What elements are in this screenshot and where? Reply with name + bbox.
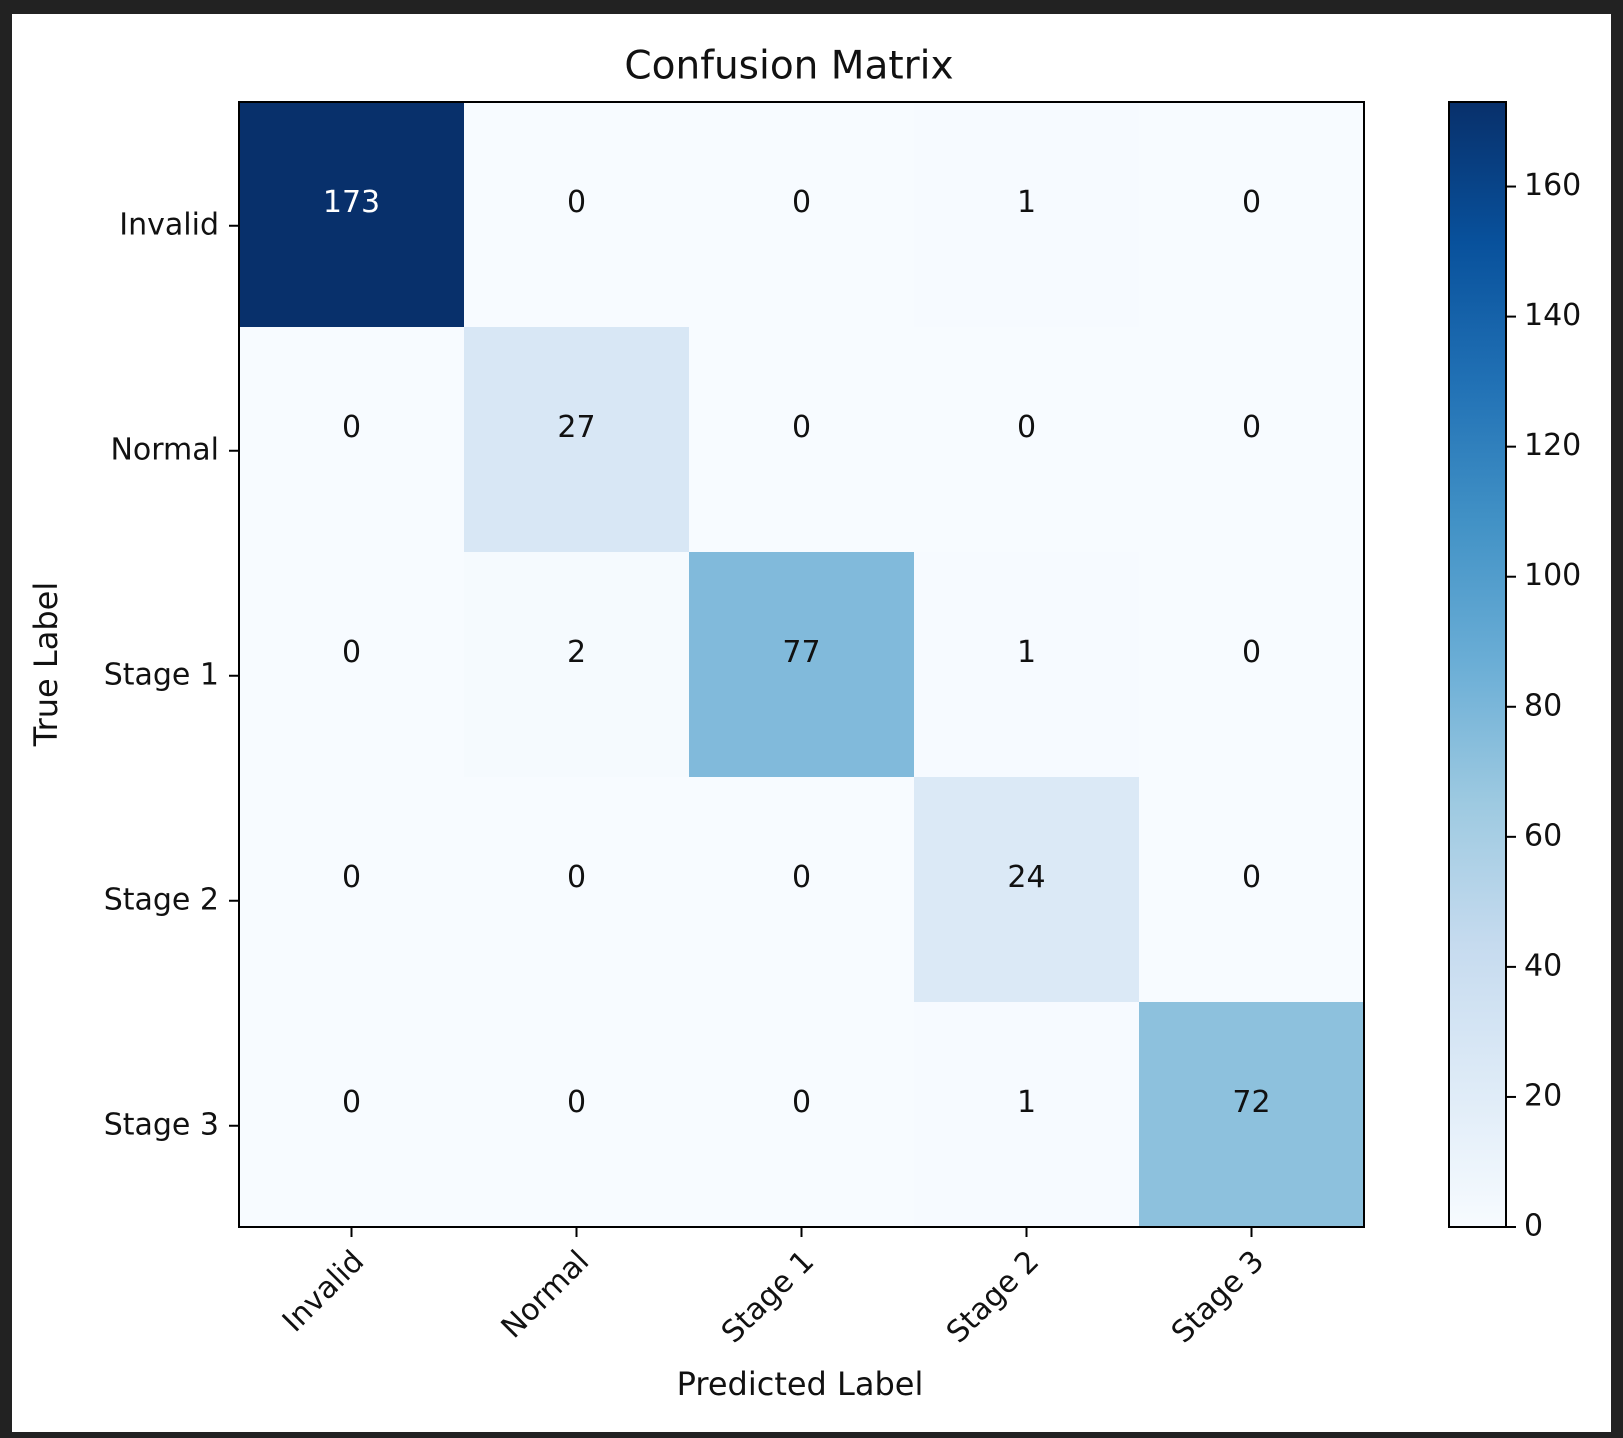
heatmap-cell [914, 552, 1140, 778]
colorbar-tick-label: 120 [1524, 428, 1581, 463]
cell-value-label: 0 [342, 1085, 361, 1120]
heatmap-cell [239, 102, 465, 328]
heatmap-cell [914, 327, 1140, 553]
x-axis-label: Predicted Label [677, 1365, 924, 1403]
cell-value-label: 0 [1242, 185, 1261, 220]
heatmap-cell [1139, 102, 1365, 328]
cell-value-label: 0 [342, 860, 361, 895]
colorbar-tick-label: 160 [1524, 168, 1581, 203]
heatmap-cell [1139, 327, 1365, 553]
cell-value-label: 0 [1242, 410, 1261, 445]
heatmap-cell [1139, 777, 1365, 1003]
x-axis-ticks: Invalid Normal Stage 1 Stage 2 Stage 3 [276, 1227, 1271, 1350]
confusion-matrix-chart: Confusion Matrix 173 0 0 1 00 27 0 0 00 2 77 1 00 0 0 2… [27, 44, 1581, 1404]
heatmap-cell [1139, 1002, 1365, 1228]
cell-value-label: 0 [567, 1085, 586, 1120]
cell-value-label: 27 [557, 410, 595, 445]
cell-value-label: 0 [1017, 410, 1036, 445]
colorbar-tick-label: 40 [1524, 948, 1562, 983]
y-tick-label: Stage 1 [104, 657, 219, 692]
cell-value-label: 0 [342, 410, 361, 445]
heatmap-cell [914, 1002, 1140, 1228]
heatmap-cell [239, 327, 465, 553]
heatmap-cells: 173 0 0 1 0 0 27 0 0 0 0 2 77 1 0 0 0 0 24 0 0 0 0 1 72 [239, 102, 1365, 1228]
cell-value-label: 1 [1017, 1085, 1036, 1120]
cell-value-label: 2 [567, 635, 586, 670]
cell-value-label: 0 [792, 410, 811, 445]
cell-value-label: 77 [782, 635, 820, 670]
heatmap-cell [689, 102, 915, 328]
heatmap-cell [689, 777, 915, 1003]
heatmap-cell [689, 1002, 915, 1228]
x-tick-label: Stage 2 [940, 1244, 1046, 1350]
x-tick-label: Normal [495, 1244, 597, 1346]
heatmap-cell [689, 552, 915, 778]
x-tick-label: Invalid [276, 1244, 371, 1339]
heatmap-cell [239, 1002, 465, 1228]
cell-value-label: 0 [792, 1085, 811, 1120]
heatmap-cell [1139, 552, 1365, 778]
y-tick-label: Stage 3 [104, 1107, 219, 1142]
cell-value-label: 0 [1242, 860, 1261, 895]
heatmap-cell [464, 777, 690, 1003]
y-tick-label: Stage 2 [104, 882, 219, 917]
cell-value-label: 0 [342, 635, 361, 670]
cell-value-label: 0 [567, 860, 586, 895]
y-tick-label: Invalid [119, 207, 219, 242]
colorbar-tick-label: 100 [1524, 558, 1581, 593]
y-axis-label: True Label [27, 582, 65, 747]
x-tick-label: Stage 1 [715, 1244, 821, 1350]
heatmap-cell [239, 777, 465, 1003]
cell-value-label: 0 [792, 185, 811, 220]
heatmap-cell [914, 777, 1140, 1003]
chart-title: Confusion Matrix [624, 44, 953, 89]
y-axis-ticks: Invalid Normal Stage 1 Stage 2 Stage 3 [104, 207, 239, 1142]
heatmap-cell [464, 327, 690, 553]
colorbar-ticks: 0 20 40 60 80 100 120 140 160 [1506, 168, 1581, 1244]
heatmap-cell [464, 552, 690, 778]
colorbar-tick-label: 80 [1524, 688, 1562, 723]
heatmap-cell [464, 1002, 690, 1228]
heatmap-cell [239, 552, 465, 778]
colorbar-tick-label: 60 [1524, 818, 1562, 853]
figure-frame: Confusion Matrix 173 0 0 1 0 0 27 0 0 0 0 2 77 1 0 0 0 0 2… [12, 14, 1611, 1432]
heatmap-cell [464, 102, 690, 328]
colorbar-tick-label: 0 [1524, 1209, 1543, 1244]
cell-value-label: 24 [1007, 860, 1045, 895]
cell-value-label: 0 [792, 860, 811, 895]
x-tick-label: Stage 3 [1165, 1244, 1271, 1350]
heatmap-cell [914, 102, 1140, 328]
cell-value-label: 1 [1017, 185, 1036, 220]
colorbar-tick-label: 20 [1524, 1078, 1562, 1113]
cell-value-label: 0 [567, 185, 586, 220]
cell-value-label: 0 [1242, 635, 1261, 670]
cell-value-label: 1 [1017, 635, 1036, 670]
cell-value-label: 173 [323, 185, 380, 220]
heatmap-cell [689, 327, 915, 553]
y-tick-label: Normal [110, 432, 219, 467]
cell-value-label: 72 [1232, 1085, 1270, 1120]
colorbar [1448, 101, 1507, 1228]
colorbar-tick-label: 140 [1524, 298, 1581, 333]
